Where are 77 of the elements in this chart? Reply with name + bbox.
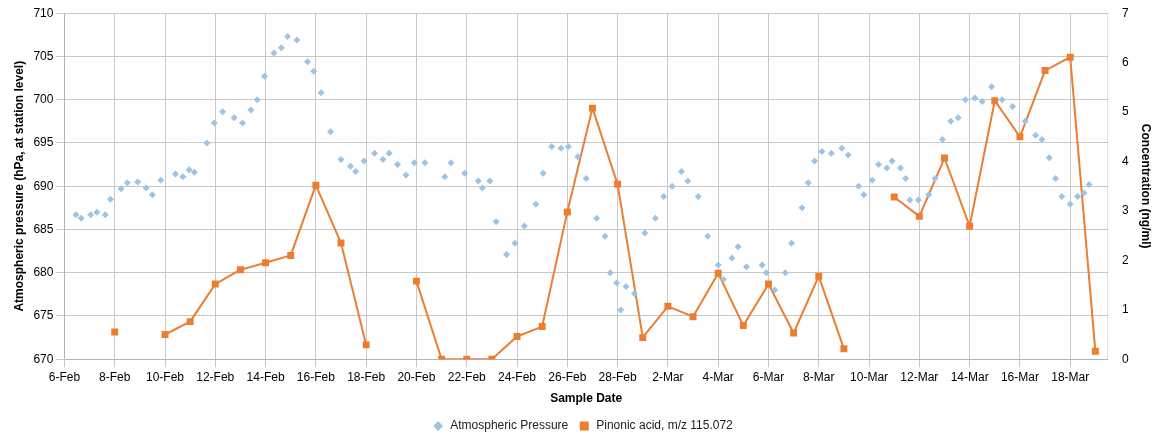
y2-tick-label: 0 [1121, 351, 1129, 366]
point [639, 333, 647, 341]
point [161, 331, 169, 338]
y-tick-label: 690 [33, 178, 54, 193]
y2-tick-label: 7 [1121, 5, 1129, 20]
point [337, 239, 345, 247]
x-tick-label: 10-Mar [850, 369, 889, 384]
x-tick-label: 12-Mar [900, 369, 939, 384]
x-tick-label: 8-Mar [803, 369, 835, 384]
point [815, 272, 823, 280]
y-tick-label: 685 [33, 221, 54, 236]
point [262, 259, 270, 267]
y-axis-title: Atmospheric pressure (hPa, at station level) [11, 60, 26, 312]
point [1041, 67, 1049, 75]
point [1016, 133, 1024, 141]
x-tick-label: 12-Feb [196, 369, 235, 384]
point [966, 222, 974, 230]
x-tick-label: 28-Feb [598, 369, 637, 384]
y2-axis-title: Concentration (ng/ml) [1139, 123, 1154, 249]
x-tick-label: 8-Feb [99, 369, 131, 384]
legend-label: Pinonic acid, m/z 115.072 [596, 418, 734, 433]
x-tick-label: 14-Feb [246, 369, 285, 384]
x-tick-label: 24-Feb [498, 369, 537, 384]
x-tick-label: 16-Feb [296, 369, 336, 384]
y2-tick-label: 6 [1121, 54, 1129, 69]
y2-tick-label: 1 [1121, 302, 1129, 317]
point [664, 302, 672, 310]
point [689, 313, 697, 321]
y-tick-label: 680 [33, 265, 54, 280]
point [614, 180, 622, 188]
point [412, 277, 420, 285]
x-tick-label: 2-Mar [652, 369, 684, 384]
y-tick-label: 675 [33, 308, 54, 323]
x-tick-label: 26-Feb [548, 369, 587, 384]
point [991, 97, 999, 105]
point [236, 266, 244, 274]
x-tick-label: 10-Feb [145, 369, 185, 384]
x-tick-label: 18-Mar [1051, 369, 1090, 384]
x-tick-label: 16-Mar [1000, 369, 1039, 384]
point [840, 345, 848, 353]
x-tick-label: 18-Feb [347, 369, 386, 384]
point [362, 341, 370, 349]
y-tick-label: 705 [33, 48, 54, 63]
point [765, 280, 772, 288]
point [538, 323, 546, 331]
x-tick-label: 6-Feb [48, 369, 81, 384]
y-tick-label: 700 [33, 92, 54, 107]
x-tick-label: 14-Mar [950, 369, 989, 384]
y2-tick-label: 5 [1121, 104, 1129, 119]
point [890, 193, 898, 201]
x-tick-label: 4-Mar [702, 369, 734, 384]
point [714, 269, 722, 277]
y2-tick-label: 4 [1121, 153, 1129, 168]
point [563, 208, 571, 216]
point [941, 154, 948, 162]
point [588, 104, 596, 112]
point [915, 212, 923, 220]
point [287, 251, 295, 259]
legend-label: Atmospheric Pressure [450, 418, 569, 433]
point [739, 322, 747, 330]
y-tick-label: 670 [33, 351, 54, 366]
point [186, 318, 194, 326]
y-tick-label: 710 [33, 5, 54, 20]
x-tick-label: 22-Feb [447, 369, 487, 384]
x-tick-label: 20-Feb [397, 369, 436, 384]
point [211, 280, 219, 288]
point [790, 329, 798, 337]
y2-tick-label: 3 [1121, 203, 1129, 218]
point [312, 181, 320, 189]
point [1066, 53, 1074, 61]
x-axis-title: Sample Date [550, 391, 623, 406]
point [1091, 347, 1099, 355]
x-tick-label: 6-Mar [752, 369, 785, 384]
point [513, 332, 521, 340]
point [111, 328, 119, 336]
y2-tick-label: 2 [1121, 252, 1129, 267]
y-tick-label: 695 [33, 135, 54, 150]
